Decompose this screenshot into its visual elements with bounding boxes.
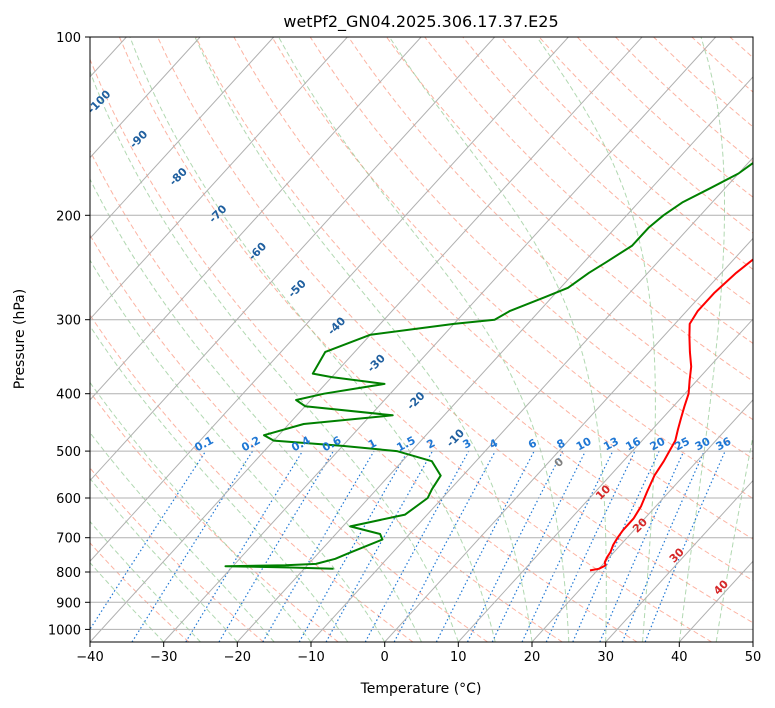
mixing-ratio-label: 36 [714,435,734,454]
mixing-ratio-line [466,450,564,642]
dry-adiabat-line [195,37,753,582]
isotherm-line [90,37,496,482]
x-tick-label: 40 [671,650,688,665]
mixing-ratio-line [572,450,660,642]
moist-adiabat-line [90,325,349,642]
mixing-ratio-label: 25 [672,435,692,454]
isotherm-line [90,37,643,642]
mixing-ratio-line [393,450,496,642]
mixing-ratio-line [621,450,705,642]
mixing-ratio-label: 30 [693,435,713,454]
mixing-ratio-label: 13 [601,435,621,454]
dry-adiabat-line [90,58,638,642]
moist-adiabat-line [90,562,165,642]
x-tick-label: −40 [76,650,103,665]
moist-adiabat-line [90,431,275,642]
mixing-ratio-line [131,450,254,642]
moist-adiabat-line [388,37,607,642]
mixing-ratio-line [325,450,434,642]
isotherm-line [605,479,753,642]
isotherm-line [236,76,753,642]
temperature-line [589,258,753,572]
plot-area: 0.1 0.2 0.4 0.6 1 1.5 2 3 4 6 8 10 13 16 20 25 30 36-100-… [90,37,753,642]
y-tick-label: 900 [56,596,81,611]
y-axis-label: Pressure (hPa) [12,289,28,389]
dry-adiabat-line [386,37,753,382]
moist-adiabat-line [90,69,459,642]
y-tick-label: 100 [56,31,81,46]
dry-adiabat-line [309,37,753,460]
mixing-ratio-label: 10 [574,435,594,454]
y-tick-label: 700 [56,532,81,547]
isotherm-line [531,399,753,642]
mixing-ratio-label: 16 [623,435,643,454]
moist-adiabat-line [278,37,570,642]
mixing-ratio-line [90,450,207,631]
mixing-ratio-line [364,450,470,642]
dry-adiabat-line [424,37,753,344]
isotherm-line [163,37,717,642]
moist-adiabat-line [678,37,725,642]
moist-adiabat-line [90,178,422,642]
isotherm-line [90,37,348,320]
x-tick-label: 0 [381,650,389,665]
profile-lines [224,161,753,572]
y-tick-label: 600 [56,492,81,507]
y-tick-label: 500 [56,445,81,460]
mixing-ratio-line [599,450,685,642]
isotherm-line [310,156,753,642]
x-tick-label: 20 [524,650,541,665]
moist-adiabat-line [90,520,201,642]
isotherm-line [90,37,275,240]
x-tick-label: −20 [224,650,251,665]
pressure-gridlines [90,37,753,630]
mixing-ratio-line [185,450,304,642]
x-axis-label: Temperature (°C) [360,681,482,697]
moist-adiabat-line [194,37,533,642]
dewpoint-line [224,161,753,570]
isotherm-line [90,37,201,159]
x-tick-label: −30 [150,650,177,665]
dry-adiabat-line [157,37,753,624]
chart-title: wetPf2_GN04.2025.306.17.37.E25 [283,12,558,32]
moist-adiabats [90,37,753,642]
x-tick-label: 50 [745,650,762,665]
mixing-ratio-label: 20 [648,435,668,454]
isotherm-line [90,37,569,562]
x-tick-label: −10 [297,650,324,665]
dry-adiabat-line [118,37,712,642]
y-tick-label: 1000 [48,623,81,638]
moist-adiabat-line [90,477,238,642]
moist-adiabat-line [129,37,496,642]
axes: −40 −30 −20 −10 0 10 20 30 40 50 100 200 300 400 500 60… [48,31,761,665]
isotherm-line [384,237,753,642]
y-tick-label: 800 [56,566,81,581]
moist-adiabat-line [715,433,753,642]
isotherm-line [90,37,422,401]
moist-adiabat-line [536,37,656,642]
x-tick-label: 10 [450,650,467,665]
plot-frame [89,36,754,643]
dry-adiabat-line [271,37,753,500]
y-tick-label: 200 [56,209,81,224]
x-tick-label: 30 [597,650,614,665]
skewed-isotherms [90,37,753,642]
dry-adiabat-line [90,149,563,642]
y-tick-label: 300 [56,314,81,329]
isotherm-line [457,318,753,642]
moist-adiabat-line [90,259,386,642]
y-tick-label: 400 [56,388,81,403]
